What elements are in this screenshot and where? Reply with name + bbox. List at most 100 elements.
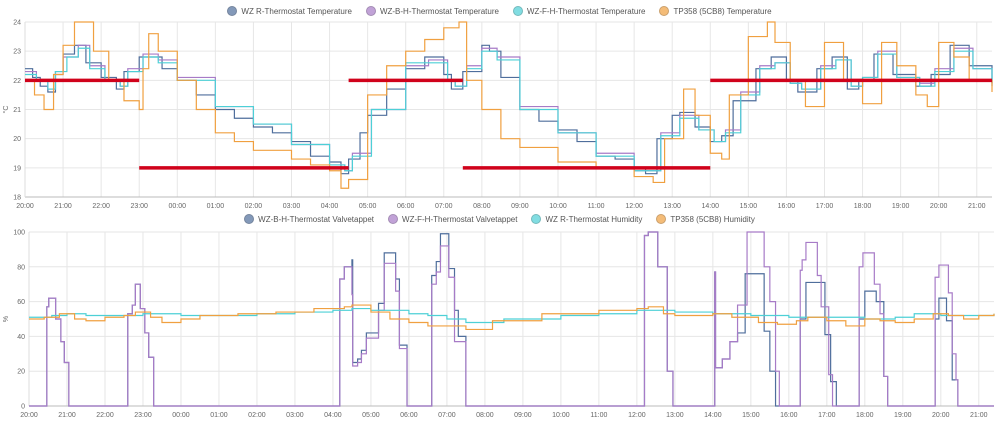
x-tick-label: 09:00 bbox=[514, 412, 532, 419]
x-tick-label: 16:00 bbox=[780, 412, 798, 419]
y-tick-label: 23 bbox=[13, 49, 21, 56]
x-tick-label: 16:00 bbox=[778, 203, 796, 210]
y-tick-label: 19 bbox=[13, 165, 21, 172]
x-tick-label: 12:00 bbox=[628, 412, 646, 419]
x-tick-label: 11:00 bbox=[590, 412, 607, 419]
y-tick-label: 21 bbox=[13, 107, 21, 114]
y-tick-label: 20 bbox=[13, 136, 21, 143]
legend-swatch-icon bbox=[512, 6, 523, 16]
x-tick-label: 23:00 bbox=[134, 412, 152, 419]
legend-swatch-icon bbox=[531, 214, 542, 224]
x-tick-label: 18:00 bbox=[854, 203, 872, 210]
y-tick-label: 20 bbox=[17, 369, 25, 376]
legend-label: TP358 (5CB8) Temperature bbox=[673, 6, 772, 16]
x-tick-label: 06:00 bbox=[400, 412, 418, 419]
x-tick-label: 03:00 bbox=[283, 203, 301, 210]
legend-swatch-icon bbox=[365, 6, 376, 16]
legend-item[interactable]: WZ R-Thermostat Temperature bbox=[227, 6, 352, 16]
x-tick-label: 20:00 bbox=[16, 203, 34, 210]
legend-swatch-icon bbox=[659, 6, 670, 16]
x-tick-label: 02:00 bbox=[248, 412, 266, 419]
x-tick-label: 00:00 bbox=[169, 203, 187, 210]
x-tick-label: 03:00 bbox=[286, 412, 304, 419]
valve-humidity-legend: WZ-B-H-Thermostat Valvetappet WZ-F-H-Ther… bbox=[0, 214, 999, 224]
series-line-3 bbox=[29, 304, 995, 331]
x-tick-label: 04:00 bbox=[324, 412, 342, 419]
x-tick-label: 01:00 bbox=[210, 412, 228, 419]
x-tick-label: 14:00 bbox=[704, 412, 722, 419]
legend-label: WZ-F-H-Thermostat Temperature bbox=[526, 6, 646, 16]
y-tick-label: 80 bbox=[17, 264, 25, 271]
legend-item[interactable]: WZ-F-H-Thermostat Temperature bbox=[512, 6, 646, 16]
x-tick-label: 04:00 bbox=[321, 203, 339, 210]
legend-swatch-icon bbox=[227, 6, 238, 16]
x-tick-label: 21:00 bbox=[54, 203, 72, 210]
x-tick-label: 07:00 bbox=[438, 412, 456, 419]
x-tick-label: 18:00 bbox=[856, 412, 874, 419]
legend-item[interactable]: WZ-B-H-Thermostat Valvetappet bbox=[244, 214, 374, 224]
legend-item[interactable]: WZ-F-H-Thermostat Valvetappet bbox=[388, 214, 517, 224]
x-tick-label: 10:00 bbox=[549, 203, 567, 210]
x-tick-label: 11:00 bbox=[588, 203, 605, 210]
y-tick-label: 24 bbox=[13, 20, 21, 27]
series-line-3 bbox=[25, 21, 993, 189]
series-line-2 bbox=[29, 307, 995, 324]
legend-label: TP358 (5CB8) Humidity bbox=[670, 214, 755, 224]
chart-panel-1: 0 20 40 60 80 100 20:00 21:00 22:00 23:00 00:00 01:… bbox=[3, 230, 995, 419]
x-tick-label: 17:00 bbox=[816, 203, 834, 210]
x-tick-label: 20:00 bbox=[932, 412, 950, 419]
x-tick-label: 08:00 bbox=[476, 412, 494, 419]
legend-item[interactable]: TP358 (5CB8) Temperature bbox=[659, 6, 772, 16]
x-tick-label: 12:00 bbox=[625, 203, 643, 210]
legend-swatch-icon bbox=[656, 214, 667, 224]
legend-label: WZ-B-H-Thermostat Valvetappet bbox=[258, 214, 375, 224]
x-tick-label: 22:00 bbox=[96, 412, 114, 419]
legend-label: WZ-F-H-Thermostat Valvetappet bbox=[402, 214, 518, 224]
series-line-2 bbox=[25, 47, 993, 172]
y-tick-label: 40 bbox=[17, 334, 25, 341]
x-tick-label: 20:00 bbox=[20, 412, 38, 419]
y-axis-label: °C bbox=[2, 106, 10, 114]
x-tick-label: 19:00 bbox=[894, 412, 912, 419]
x-tick-label: 08:00 bbox=[473, 203, 491, 210]
x-tick-label: 17:00 bbox=[818, 412, 836, 419]
x-tick-label: 14:00 bbox=[702, 203, 720, 210]
y-tick-label: 18 bbox=[13, 195, 21, 202]
x-tick-label: 06:00 bbox=[397, 203, 415, 210]
temperature-legend: WZ R-Thermostat Temperature WZ-B-H-Thermo… bbox=[0, 6, 999, 16]
x-tick-label: 05:00 bbox=[362, 412, 380, 419]
y-tick-label: 100 bbox=[13, 230, 25, 237]
legend-item[interactable]: WZ-B-H-Thermostat Temperature bbox=[365, 6, 499, 16]
legend-item[interactable]: WZ R-Thermostat Humidity bbox=[531, 214, 642, 224]
series-line-1 bbox=[29, 231, 994, 407]
y-axis-label: % bbox=[3, 316, 10, 322]
y-tick-label: 22 bbox=[13, 78, 21, 85]
x-tick-label: 21:00 bbox=[58, 412, 76, 419]
x-tick-label: 23:00 bbox=[130, 203, 148, 210]
legend-swatch-icon bbox=[244, 214, 255, 224]
x-tick-label: 09:00 bbox=[511, 203, 529, 210]
x-tick-label: 21:00 bbox=[968, 203, 986, 210]
x-tick-label: 15:00 bbox=[742, 412, 760, 419]
y-tick-label: 0 bbox=[21, 404, 25, 411]
x-tick-label: 20:00 bbox=[930, 203, 948, 210]
x-tick-label: 21:00 bbox=[970, 412, 988, 419]
legend-label: WZ-B-H-Thermostat Temperature bbox=[379, 6, 499, 16]
x-tick-label: 00:00 bbox=[172, 412, 190, 419]
x-tick-label: 15:00 bbox=[740, 203, 758, 210]
legend-swatch-icon bbox=[388, 214, 399, 224]
legend-label: WZ R-Thermostat Temperature bbox=[241, 6, 352, 16]
y-tick-label: 60 bbox=[17, 299, 25, 306]
x-tick-label: 19:00 bbox=[892, 203, 910, 210]
legend-item[interactable]: TP358 (5CB8) Humidity bbox=[656, 214, 755, 224]
legend-label: WZ R-Thermostat Humidity bbox=[545, 214, 643, 224]
x-tick-label: 13:00 bbox=[666, 412, 684, 419]
x-tick-label: 05:00 bbox=[359, 203, 377, 210]
x-tick-label: 07:00 bbox=[435, 203, 453, 210]
x-tick-label: 10:00 bbox=[552, 412, 570, 419]
x-tick-label: 13:00 bbox=[663, 203, 681, 210]
chart-panel-0: 18 19 20 21 22 23 24 20:00 21:00 22:00 23:00 00:00 0… bbox=[2, 20, 993, 210]
x-tick-label: 02:00 bbox=[245, 203, 263, 210]
x-tick-label: 22:00 bbox=[92, 203, 110, 210]
